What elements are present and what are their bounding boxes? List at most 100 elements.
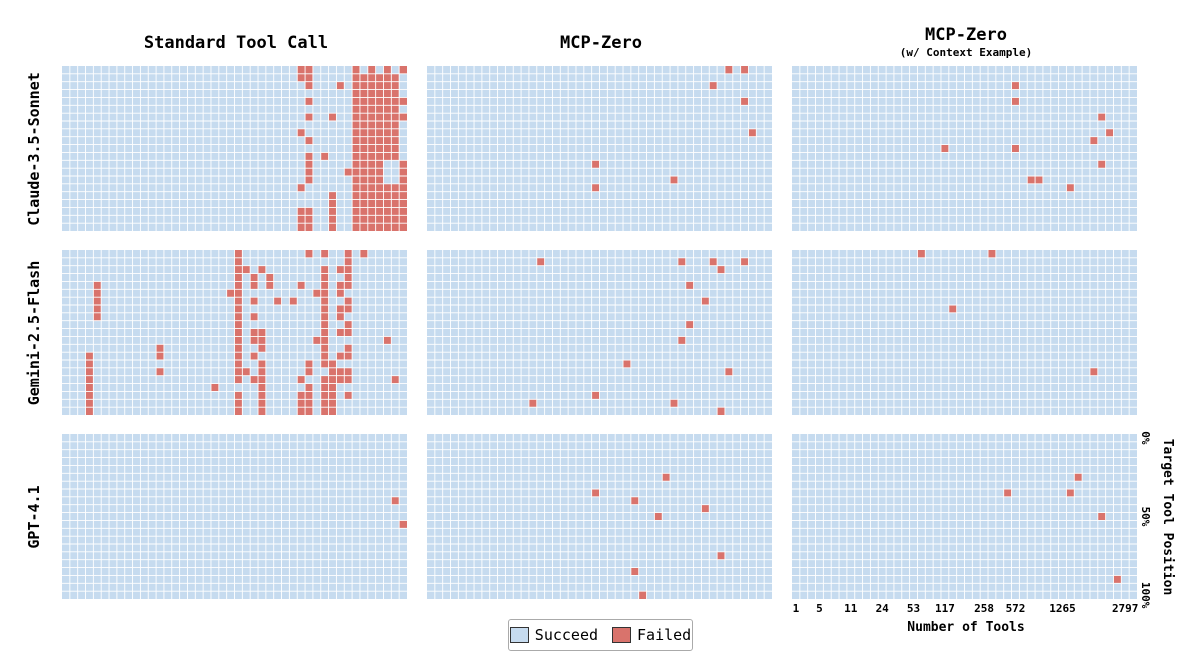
failed-cell xyxy=(383,336,392,345)
failed-cell xyxy=(328,391,337,400)
failed-cell xyxy=(1089,367,1098,376)
failed-cell xyxy=(1003,489,1012,497)
failed-cell xyxy=(344,168,353,176)
failed-cell xyxy=(234,250,243,258)
failed-cell xyxy=(250,375,259,384)
failed-cell xyxy=(234,281,243,290)
failed-cell xyxy=(320,281,329,290)
failed-cell xyxy=(1035,176,1043,184)
failed-cell xyxy=(320,265,329,274)
failed-cell xyxy=(383,105,392,114)
failed-cell xyxy=(305,81,313,90)
failed-cell xyxy=(1011,97,1020,106)
failed-cell xyxy=(359,176,368,184)
failed-cell xyxy=(375,97,384,106)
failed-cell xyxy=(210,383,219,392)
failed-cell xyxy=(336,305,345,313)
panel-gpt-standard xyxy=(62,434,407,599)
failed-cell xyxy=(709,257,718,266)
failed-cell xyxy=(375,128,384,137)
failed-cell xyxy=(359,97,368,106)
failed-cell xyxy=(320,344,329,353)
failed-cell xyxy=(297,66,306,74)
failed-cell xyxy=(654,512,663,521)
x-tick-label: 2797 xyxy=(1112,602,1139,615)
panel-gemini-mcp-zero-context xyxy=(792,250,1137,415)
failed-cell xyxy=(391,152,400,161)
failed-cell xyxy=(156,344,164,353)
failed-cell xyxy=(297,375,306,384)
failed-cell xyxy=(1011,81,1020,90)
failed-cell xyxy=(367,215,376,224)
col-subtitle-mcp-zero-context: (w/ Context Example) xyxy=(900,46,1032,59)
failed-cell xyxy=(724,66,733,74)
failed-cell xyxy=(1066,183,1075,192)
failed-cell xyxy=(359,152,368,161)
failed-cell xyxy=(320,383,329,392)
x-tick-label: 11 xyxy=(844,602,858,615)
failed-cell xyxy=(399,520,407,529)
failed-cell xyxy=(367,168,376,176)
failed-cell xyxy=(156,367,164,376)
failed-cell xyxy=(383,223,392,231)
panel-claude-mcp-zero xyxy=(427,66,772,231)
failed-cell xyxy=(320,360,329,368)
failed-cell xyxy=(383,73,392,82)
failed-cell xyxy=(375,199,384,208)
failed-cell xyxy=(399,223,407,231)
failed-cell xyxy=(717,551,725,560)
failed-cell xyxy=(685,281,694,290)
failed-cell xyxy=(359,73,368,82)
panel-gemini-standard xyxy=(62,250,407,415)
failed-cell xyxy=(93,281,102,290)
failed-cell xyxy=(297,407,306,415)
x-tick-label: 53 xyxy=(907,602,920,615)
failed-cell xyxy=(320,297,329,305)
failed-cell xyxy=(383,207,392,216)
failed-cell xyxy=(234,367,243,376)
failed-cell xyxy=(305,383,313,392)
failed-cell xyxy=(352,73,360,82)
failed-cell xyxy=(375,160,384,169)
failed-cell xyxy=(740,257,749,266)
failed-cell xyxy=(328,207,337,216)
failed-cell xyxy=(320,407,329,415)
failed-cell xyxy=(367,207,376,216)
failed-cell xyxy=(344,352,353,360)
failed-cell xyxy=(383,215,392,224)
failed-cell xyxy=(265,281,274,290)
failed-cell xyxy=(677,336,686,345)
failed-cell xyxy=(250,312,259,321)
failed-cell xyxy=(344,257,353,266)
failed-cell xyxy=(234,328,243,337)
failed-cell xyxy=(250,328,259,337)
failed-cell xyxy=(367,121,376,129)
failed-cell xyxy=(93,312,102,321)
failed-cell xyxy=(305,176,313,184)
failed-cell xyxy=(591,489,600,497)
failed-cell xyxy=(336,328,345,337)
failed-cell xyxy=(85,399,94,408)
failed-cell xyxy=(258,375,266,384)
failed-cell xyxy=(344,297,353,305)
failed-cell xyxy=(662,473,671,482)
failed-cell xyxy=(320,273,329,282)
failed-cell xyxy=(391,223,400,231)
failed-cell xyxy=(1097,160,1106,169)
failed-cell xyxy=(297,207,306,216)
failed-cell xyxy=(328,360,337,368)
failed-cell xyxy=(297,223,306,231)
failed-cell xyxy=(591,183,600,192)
failed-cell xyxy=(383,121,392,129)
failed-cell xyxy=(359,191,368,200)
failed-cell xyxy=(630,496,639,505)
failed-cell xyxy=(305,136,313,145)
failed-cell xyxy=(399,113,407,121)
failed-cell xyxy=(375,176,384,184)
failed-cell xyxy=(320,375,329,384)
failed-cell xyxy=(367,97,376,106)
failed-cell xyxy=(375,81,384,90)
failed-cell xyxy=(352,81,360,90)
panel-gpt-mcp-zero xyxy=(427,434,772,599)
failed-cell xyxy=(344,305,353,313)
